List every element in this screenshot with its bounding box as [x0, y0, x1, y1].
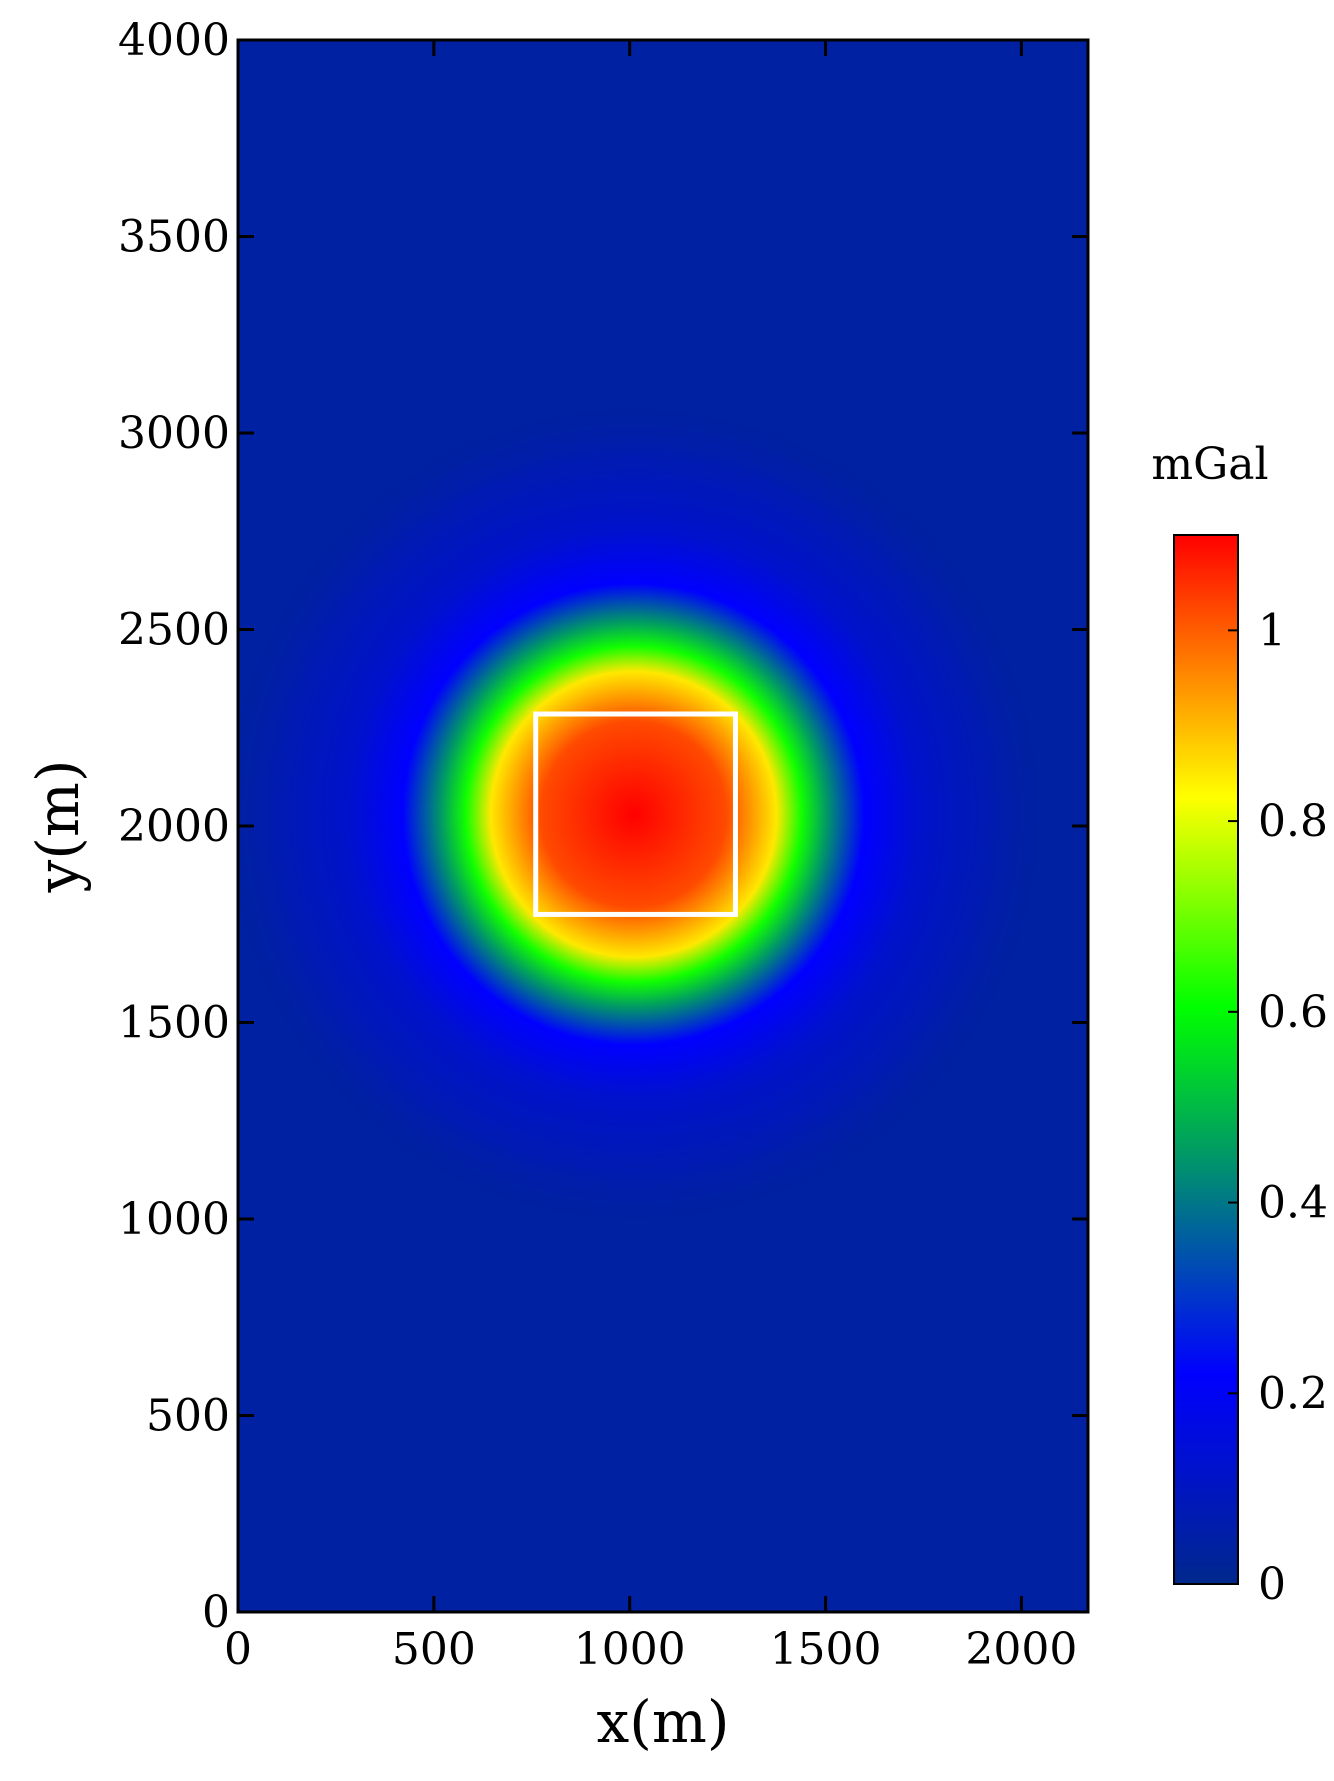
colorbar-tick-label: 0.6 [1258, 987, 1328, 1038]
y-tick-label: 2000 [118, 801, 230, 852]
y-tick-label: 3000 [118, 408, 230, 459]
x-tick-label: 500 [392, 1624, 476, 1675]
y-tick-label: 500 [146, 1391, 230, 1442]
colorbar: mGal 0 0.2 0.4 0.6 0.8 1 [1151, 439, 1328, 1610]
y-tick-label: 2500 [118, 605, 230, 656]
plot-area [238, 40, 1088, 1612]
heatmap-anomaly [238, 394, 1054, 1235]
x-tick-label: 1000 [574, 1624, 686, 1675]
colorbar-ticks: 0 0.2 0.4 0.6 0.8 1 [1228, 605, 1328, 1610]
y-tick-label: 1500 [118, 998, 230, 1049]
y-tick-label: 0 [202, 1587, 230, 1638]
x-tick-label: 2000 [965, 1624, 1077, 1675]
x-axis-ticks: 0 500 1000 1500 2000 [224, 40, 1077, 1675]
y-tick-label: 4000 [118, 15, 230, 66]
colorbar-tick-label: 0 [1258, 1559, 1286, 1610]
x-axis-label: x(m) [597, 1688, 730, 1756]
y-tick-label: 3500 [118, 212, 230, 263]
colorbar-tick-label: 0.2 [1258, 1368, 1328, 1419]
x-tick-label: 1500 [770, 1624, 882, 1675]
colorbar-tick-label: 0.8 [1258, 796, 1328, 847]
y-tick-label: 1000 [118, 1194, 230, 1245]
colorbar-tick-label: 0.4 [1258, 1178, 1328, 1229]
colorbar-title: mGal [1151, 439, 1268, 490]
source-body-outline [533, 711, 738, 917]
colorbar-bar [1173, 534, 1239, 1585]
y-axis-label: y(m) [24, 759, 92, 893]
y-axis-ticks: 0 500 1000 1500 2000 2500 3000 3500 4000 [118, 15, 1088, 1638]
colorbar-tick-label: 1 [1258, 605, 1286, 656]
x-tick-label: 0 [224, 1624, 252, 1675]
